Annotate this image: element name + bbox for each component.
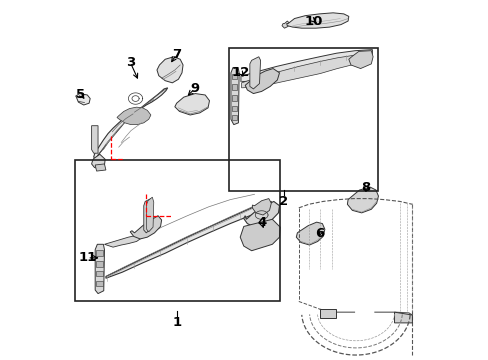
Polygon shape: [95, 164, 106, 171]
Text: 7: 7: [172, 48, 181, 61]
Polygon shape: [95, 244, 104, 294]
Polygon shape: [348, 51, 372, 68]
Text: 3: 3: [125, 55, 135, 69]
Polygon shape: [286, 13, 348, 28]
Polygon shape: [231, 114, 237, 120]
Polygon shape: [249, 57, 260, 89]
Polygon shape: [106, 202, 271, 278]
Polygon shape: [394, 312, 411, 323]
Text: 10: 10: [305, 14, 323, 27]
Polygon shape: [346, 187, 378, 213]
Polygon shape: [96, 281, 103, 287]
Polygon shape: [231, 84, 237, 90]
Polygon shape: [104, 235, 142, 247]
Polygon shape: [244, 202, 279, 227]
Polygon shape: [231, 106, 237, 111]
Polygon shape: [76, 94, 90, 105]
Polygon shape: [241, 54, 371, 88]
Polygon shape: [244, 68, 279, 94]
Polygon shape: [252, 199, 271, 215]
Bar: [75, 160, 279, 301]
Polygon shape: [231, 95, 237, 101]
Polygon shape: [240, 219, 280, 251]
Polygon shape: [296, 222, 324, 245]
Text: 9: 9: [189, 82, 199, 95]
Text: 1: 1: [172, 316, 181, 329]
Bar: [229, 48, 378, 191]
Polygon shape: [241, 50, 372, 82]
Text: 11: 11: [78, 251, 96, 264]
Polygon shape: [320, 309, 335, 318]
Text: 8: 8: [361, 181, 370, 194]
Polygon shape: [96, 250, 103, 256]
Polygon shape: [157, 57, 183, 83]
Polygon shape: [91, 126, 98, 153]
Text: 5: 5: [76, 88, 85, 101]
Polygon shape: [143, 199, 152, 233]
Polygon shape: [231, 73, 237, 79]
Text: 4: 4: [257, 216, 266, 229]
Polygon shape: [130, 216, 162, 239]
Text: 6: 6: [315, 227, 324, 240]
Polygon shape: [117, 107, 151, 125]
Polygon shape: [175, 94, 209, 115]
Text: 2: 2: [279, 195, 288, 208]
Polygon shape: [146, 197, 153, 232]
Polygon shape: [282, 21, 288, 28]
Polygon shape: [96, 261, 103, 267]
Polygon shape: [91, 154, 105, 168]
Polygon shape: [96, 271, 103, 276]
Polygon shape: [94, 88, 167, 160]
Polygon shape: [230, 67, 239, 125]
Text: 12: 12: [231, 66, 249, 79]
